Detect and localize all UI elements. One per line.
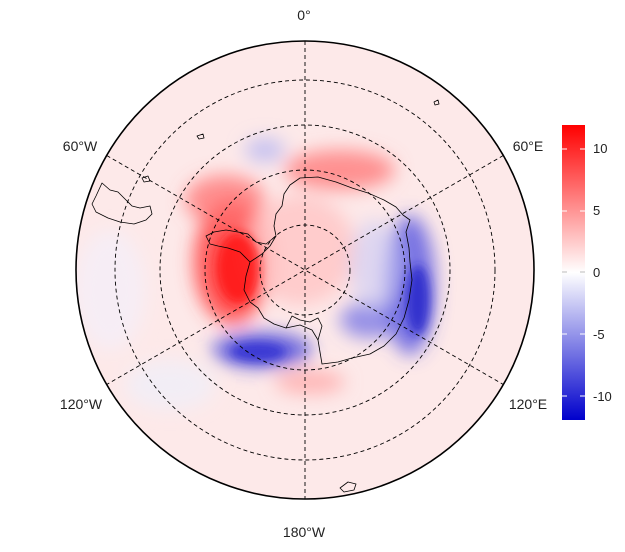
kerguelen-islands xyxy=(433,99,440,106)
lon-label-60w: 60°W xyxy=(63,138,98,154)
anomaly-blue-core xyxy=(406,265,430,335)
colorbar-tick-label: 5 xyxy=(593,203,600,218)
south-america-coastline xyxy=(91,182,153,225)
graticule xyxy=(106,41,504,499)
coastlines xyxy=(91,99,440,493)
antarctica-coastline xyxy=(243,176,413,365)
south-georgia xyxy=(196,133,205,140)
colorbar-gradient xyxy=(562,125,585,420)
anomaly-field xyxy=(76,41,534,499)
anomaly-pink-center xyxy=(245,195,355,305)
anomaly-blue-mid xyxy=(340,302,400,338)
anomaly-blue-core-lower xyxy=(230,342,286,362)
meridian-60E-120W xyxy=(106,155,504,385)
anomaly-blue-top xyxy=(245,138,285,162)
anomaly-pale-lower-left xyxy=(125,360,215,410)
anomaly-pale-left xyxy=(76,230,145,350)
colorbar-tick-label: 10 xyxy=(593,141,607,156)
map-frame xyxy=(75,40,535,500)
latitude-circle xyxy=(114,79,496,461)
lon-label-0: 0° xyxy=(297,7,310,23)
antarctic-peninsula-coastline xyxy=(205,229,277,263)
colorbar-tick-label: 0 xyxy=(593,265,600,280)
south-island-nz xyxy=(339,481,357,493)
anomaly-light-blue-ring xyxy=(350,220,400,310)
colorbar-tick-label: -10 xyxy=(593,389,612,404)
colorbar: 10 5 0 -5 -10 xyxy=(562,125,612,420)
anomaly-red-bottom xyxy=(275,370,345,394)
anomaly-red-upper-left xyxy=(185,175,265,225)
colorbar-tick-label: -5 xyxy=(593,327,605,342)
ross-ice-shelf-coastline xyxy=(285,315,323,341)
lon-label-120w: 120°W xyxy=(60,396,103,412)
lon-label-120e: 120°E xyxy=(509,396,547,412)
anomaly-red-upper-arc xyxy=(285,150,395,190)
lon-label-180w: 180°W xyxy=(283,524,326,540)
meridian-60W-120E xyxy=(106,155,504,385)
falkland-islands xyxy=(141,175,151,183)
lon-label-60e: 60°E xyxy=(513,138,544,154)
anomaly-red-core xyxy=(216,232,260,304)
